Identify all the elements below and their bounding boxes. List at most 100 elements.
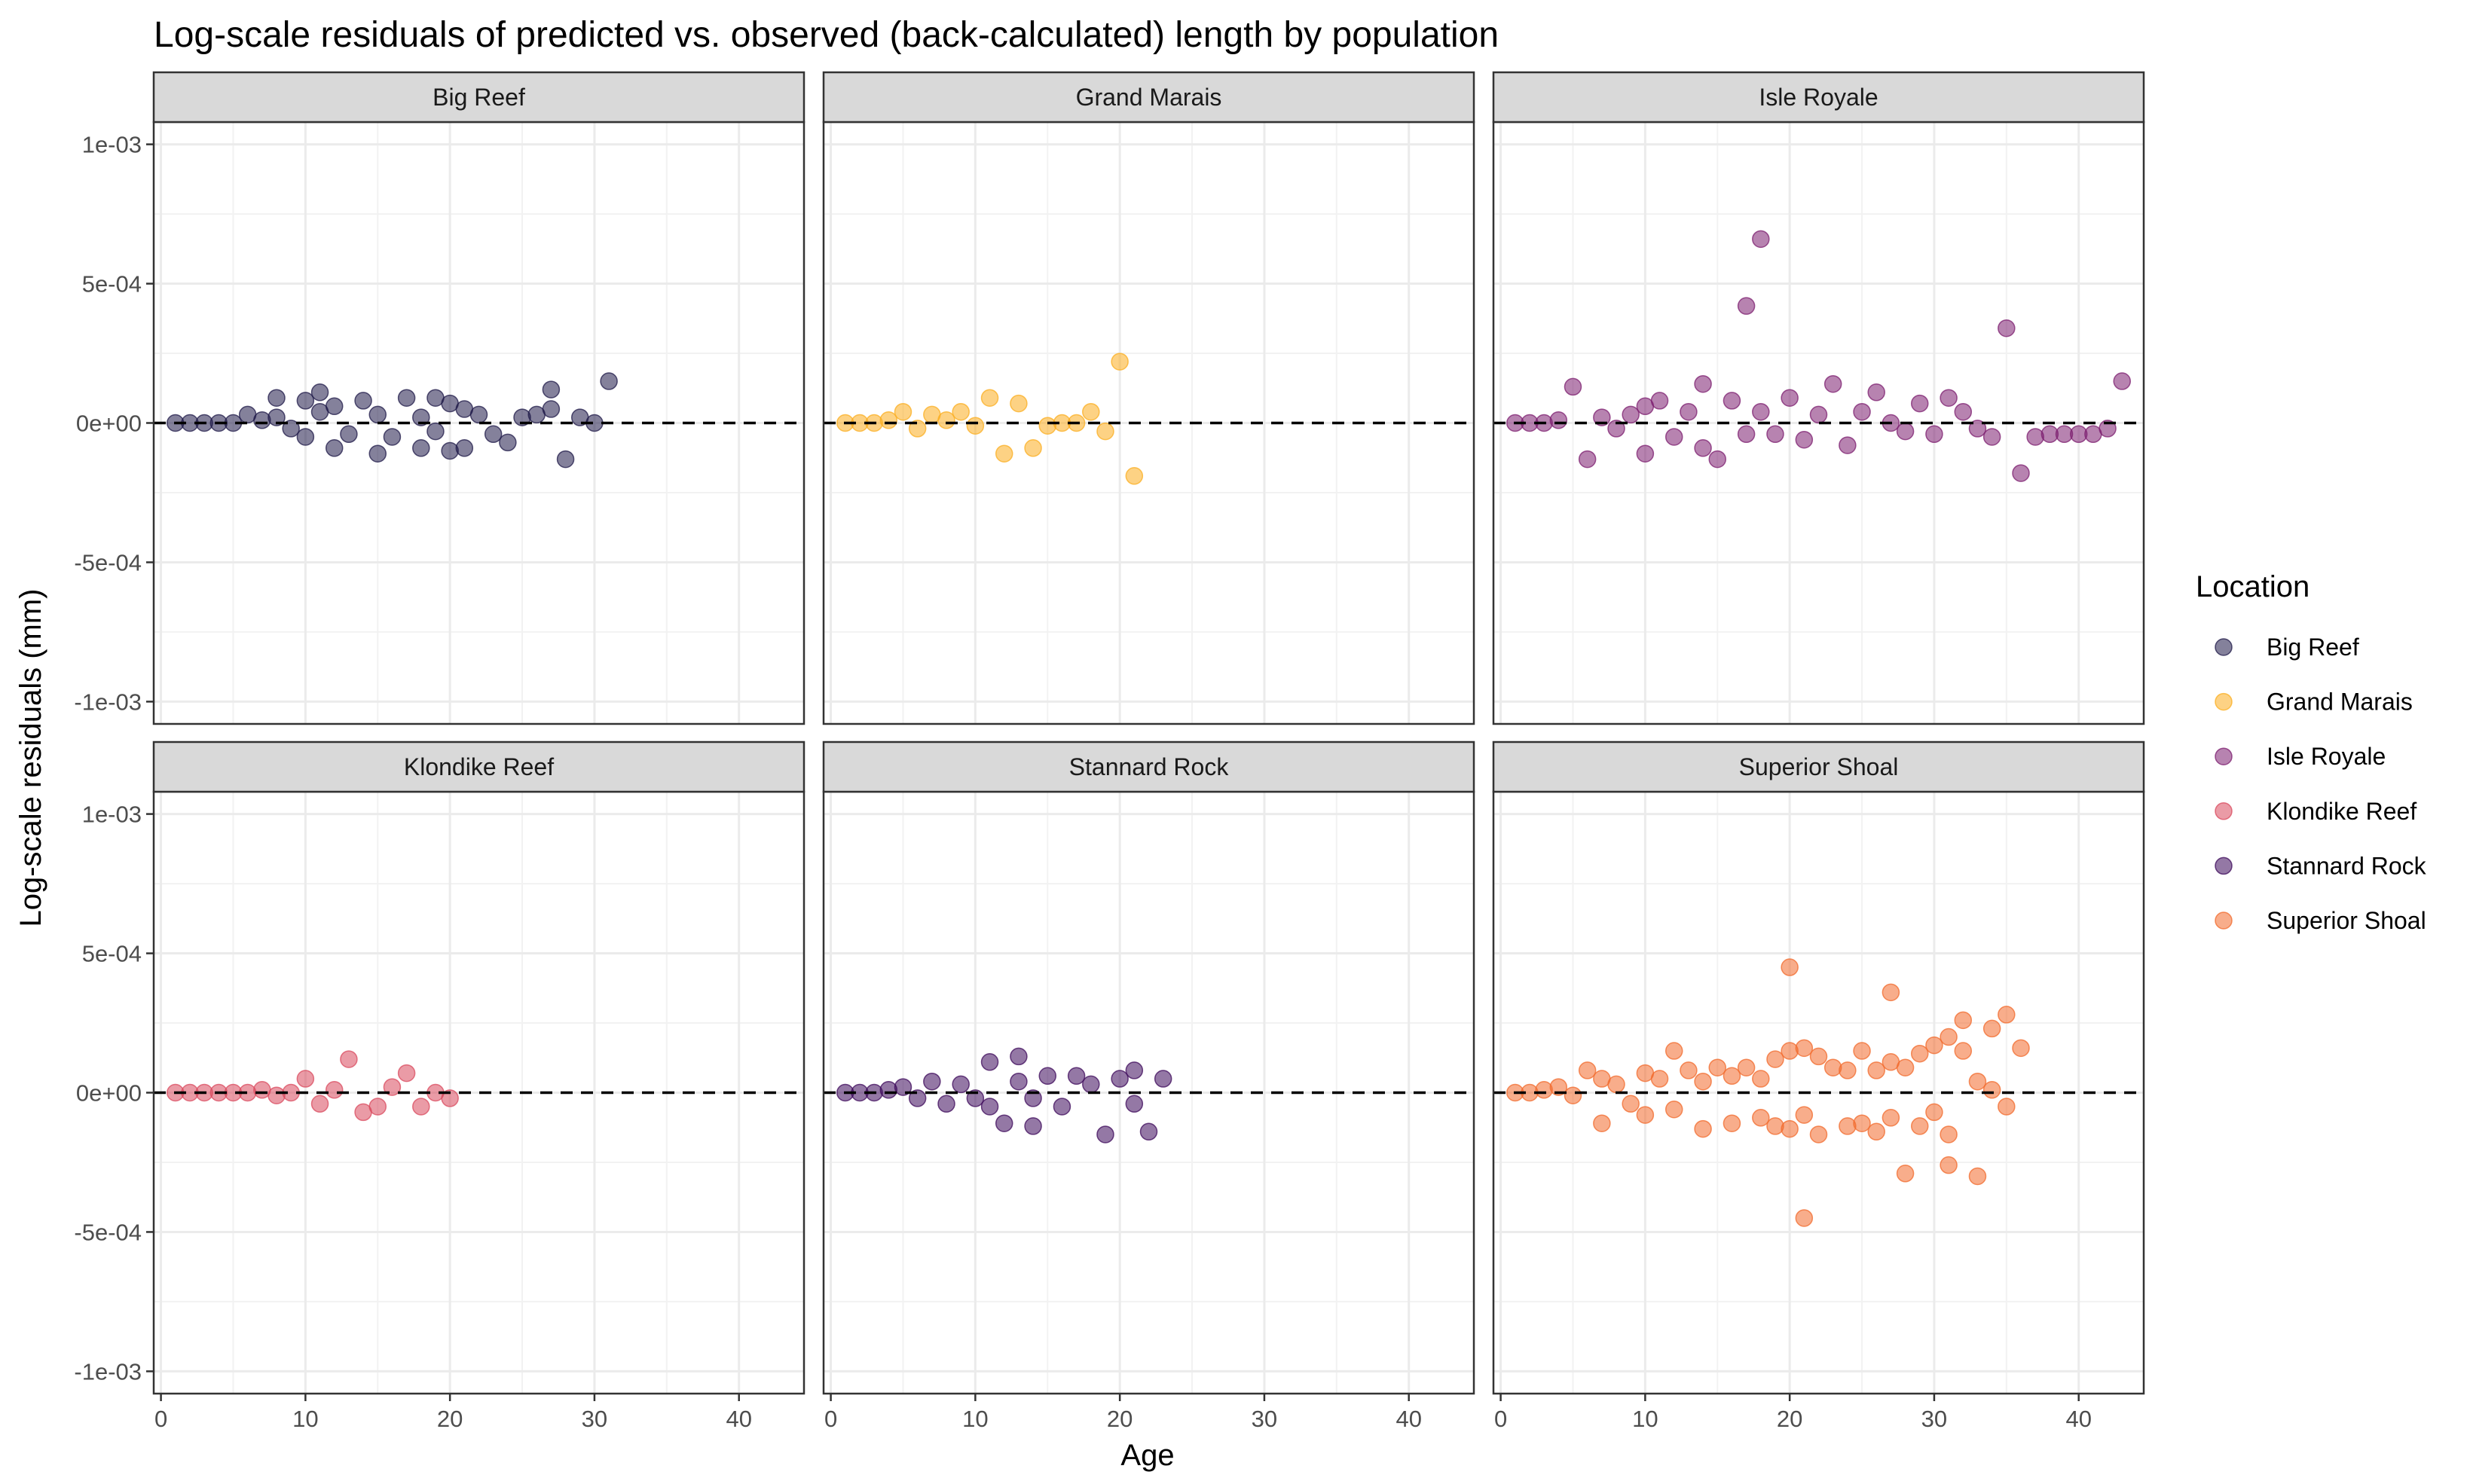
data-point [1795,430,1814,449]
data-point [1694,374,1712,393]
data-point [412,439,430,457]
facet-strip [1492,71,2145,124]
data-point [1910,394,1929,413]
data-point [1839,436,1857,454]
data-point [1680,1061,1698,1079]
data-point [1766,1050,1784,1068]
data-point [1549,411,1568,429]
data-point [469,405,488,424]
legend-key [2215,802,2233,820]
data-point [1650,1070,1669,1088]
data-point [556,450,575,469]
data-point [340,425,358,444]
data-point [894,1078,912,1096]
data-point [1593,408,1611,426]
x-tick-label: 10 [1632,1406,1658,1432]
data-point [2012,1039,2030,1058]
data-point [1940,1125,1958,1144]
data-point [1636,444,1655,463]
data-point [325,439,344,457]
facet-strip-label: Klondike Reef [404,753,554,780]
data-point [397,1064,416,1082]
data-point [1024,1089,1042,1107]
data-point [1954,1042,1973,1060]
data-point [1752,1109,1770,1127]
data-point [937,411,955,429]
data-point [1694,1072,1712,1091]
data-point [966,1089,985,1107]
y-tick-label: 0e+00 [76,411,142,437]
y-tick-label: -5e-04 [74,549,142,576]
data-point [484,425,503,444]
x-tick-label: 40 [2065,1406,2091,1432]
data-point [1664,428,1683,446]
facet-strip [1492,740,2145,793]
data-point [980,1053,999,1071]
facet-panel-5: Stannard Rock 0 10 20 30 40 [822,740,1475,1432]
facet-panel-1: Big Reef 1e-03 5e-04 0e+00 -5e-04 -1e-03 [74,71,806,725]
data-point [267,1086,286,1104]
data-point [441,1089,459,1107]
y-tick-label: -1e-03 [74,689,142,715]
x-tick-label: 10 [292,1406,318,1432]
data-point [600,372,618,390]
data-point [383,1078,402,1096]
data-point [1982,1081,2001,1099]
legend-title: Location [2196,570,2310,603]
data-point [397,389,416,407]
data-point [2099,420,2117,438]
data-point [1795,1209,1814,1227]
data-point [1795,1039,1814,1058]
x-tick-label: 0 [154,1406,167,1432]
data-point [1839,1117,1857,1135]
data-point [1896,1165,1915,1183]
data-point [1982,428,2001,446]
data-point [383,428,402,446]
data-point [995,1114,1013,1132]
data-point [1940,1028,1958,1046]
data-point [952,1075,970,1094]
data-point [1809,1125,1828,1144]
data-point [1593,1114,1611,1132]
legend-label: Big Reef [2267,634,2359,661]
x-tick-label: 40 [726,1406,751,1432]
y-axis-title: Log-scale residuals (mm) [14,588,47,927]
data-point [1968,1072,1987,1091]
legend-label: Grand Marais [2267,689,2413,716]
data-point [1664,1042,1683,1060]
data-point [282,420,300,438]
data-point [1940,1156,1958,1174]
facet-strip-label: Big Reef [433,84,525,111]
data-point [1024,1117,1042,1135]
data-point [1038,1067,1057,1086]
facet-strip-label: Isle Royale [1759,84,1878,111]
facet-strip-label: Stannard Rock [1069,753,1230,780]
data-point [368,1098,387,1116]
data-point [1549,1078,1568,1096]
data-point [1636,1106,1655,1124]
data-point [1823,1058,1842,1076]
data-point [1896,1058,1915,1076]
data-point [1125,1061,1144,1079]
data-point [354,392,372,410]
x-tick-label: 20 [437,1406,463,1432]
data-point [1053,1098,1071,1116]
data-point [340,1050,358,1068]
x-tick-label: 20 [1107,1406,1133,1432]
legend-label: Stannard Rock [2267,852,2427,879]
facet-strip [822,740,1475,793]
legend-key [2215,638,2233,656]
data-point [1882,983,1900,1002]
data-point [879,411,898,429]
data-point [1910,1044,1929,1063]
legend-key [2215,857,2233,875]
data-point [1925,425,1943,444]
legend-label: Isle Royale [2267,743,2386,770]
data-point [542,400,561,418]
data-point [1622,405,1640,424]
data-point [1809,1047,1828,1066]
data-point [1823,374,1842,393]
data-point [1925,1036,1943,1055]
data-point [1010,1047,1028,1066]
data-point [1680,402,1698,421]
